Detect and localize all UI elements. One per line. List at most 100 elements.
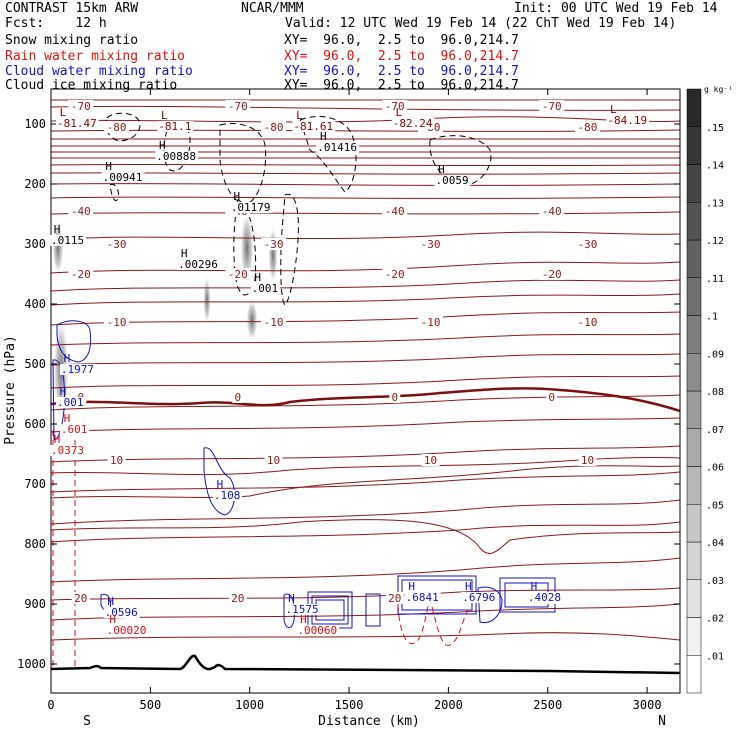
colorbar-swatch <box>686 126 702 165</box>
isotherm-line <box>51 163 680 167</box>
extremum-marker: H <box>465 580 472 593</box>
extremum-value-bg <box>157 121 194 132</box>
x-tick-label: 0 <box>47 698 54 712</box>
isotherm-line <box>51 457 680 476</box>
isotherm-label-bg <box>574 238 600 250</box>
cloud-water-contour <box>477 586 503 624</box>
isotherm-label: -70 <box>228 100 248 113</box>
extremum-value: .0373 <box>51 444 84 457</box>
cloud-water-contour <box>52 359 65 441</box>
isotherm-label: 10 <box>110 454 123 467</box>
extremum-value-bg <box>50 445 86 456</box>
isotherm-label-bg <box>228 592 247 604</box>
colorbar-label: .12 <box>706 236 724 247</box>
extremum-value-bg <box>55 397 86 408</box>
extremum-value: -84.19 <box>607 114 647 127</box>
extremum-value-bg <box>296 625 340 636</box>
isotherm-line <box>51 445 680 463</box>
extremum-value-bg <box>59 424 90 435</box>
colorbar-swatch <box>686 202 702 241</box>
extremum-value-bg <box>606 115 650 126</box>
y-tick-label: 800 <box>24 537 46 551</box>
freezing-level-line <box>51 387 680 413</box>
isotherm-label-bg <box>418 316 444 328</box>
extremum-value: .0115 <box>51 234 84 247</box>
extremum-marker: L <box>395 106 402 119</box>
extremum-value: .01179 <box>231 201 271 214</box>
cloud-water-contour <box>203 447 236 516</box>
colorbar-label: .13 <box>706 198 724 209</box>
field-name-snow: Snow mixing ratio <box>5 33 139 48</box>
isotherm-label: 20 <box>74 592 87 605</box>
isotherm-line <box>51 279 680 292</box>
x-tick-label: 500 <box>140 698 162 712</box>
colorbar-swatch <box>686 579 702 618</box>
isotherm-line <box>51 353 680 366</box>
forecast-hour: Fcst: 12 h <box>5 16 107 31</box>
isotherm-line <box>51 333 680 346</box>
colorbar-label: .08 <box>706 387 724 398</box>
isotherm-line <box>51 521 680 543</box>
extremum-value: .1575 <box>285 603 318 616</box>
y-axis-label: Pressure (hPa) <box>3 335 18 445</box>
isotherm-line <box>51 471 680 493</box>
cloud-water-contours <box>52 320 556 629</box>
colorbar-label: .07 <box>706 425 724 436</box>
extremum-marker: H <box>181 247 188 260</box>
cloud-water-contour <box>499 577 556 613</box>
extremum-value-bg <box>229 202 273 213</box>
extremum-marker: H <box>217 478 224 491</box>
isotherm-label-bg <box>546 391 558 403</box>
colorbar-swatch <box>686 239 702 278</box>
extremum-marker: L <box>161 109 168 122</box>
extremum-value: .108 <box>214 489 241 502</box>
extremum-value-bg <box>177 259 220 270</box>
isotherm-label-bg <box>71 592 90 604</box>
isotherm-label: -80 <box>264 121 284 134</box>
isotherm-line <box>51 211 680 215</box>
isotherm-line <box>51 172 680 175</box>
extremum-marker: H <box>288 592 295 605</box>
isotherm-label-bg <box>382 268 408 280</box>
colorbar-swatch <box>686 277 702 316</box>
extremum-value: .601 <box>61 423 87 436</box>
colorbar-unit: g kg⁻¹ <box>704 85 733 94</box>
extremum-value: .00060 <box>297 624 337 637</box>
extremum-marker: H <box>320 130 327 143</box>
isotherm-label: -30 <box>421 238 441 251</box>
extremum-marker: H <box>107 595 114 608</box>
extremum-value: .6796 <box>462 591 495 604</box>
isotherm-label: -10 <box>578 316 598 329</box>
isotherm-label: -40 <box>385 205 405 218</box>
isotherm-line <box>51 261 680 274</box>
isotherm-label: -40 <box>542 205 562 218</box>
isotherm-label: -30 <box>264 238 284 251</box>
isotherm-line <box>51 417 680 433</box>
extremum-value-bg <box>404 592 441 603</box>
extremum-value-bg <box>55 118 99 129</box>
isotherm-line <box>51 231 680 241</box>
extremum-value-bg <box>316 142 360 153</box>
extremum-value: .001 <box>57 396 84 409</box>
isotherm-label-bg <box>539 205 565 217</box>
extremum-marker: H <box>234 190 241 203</box>
colorbar-label: .14 <box>706 161 724 172</box>
extremum-marker: H <box>531 580 538 593</box>
extremum-value-bg <box>155 151 199 162</box>
colorbar-swatch <box>686 541 702 580</box>
colorbar-swatch <box>686 88 702 127</box>
extremum-value: -81.1 <box>158 120 191 133</box>
extremum-value-bg <box>50 235 86 246</box>
isotherm-label: -30 <box>107 238 127 251</box>
extremum-value: .1977 <box>61 363 94 376</box>
colorbar-label: .11 <box>706 274 724 285</box>
y-tick-label: 1000 <box>17 657 46 671</box>
cloud-ice-contour <box>429 135 492 186</box>
isotherm-label: -80 <box>578 121 598 134</box>
extremum-marker: H <box>254 271 261 284</box>
extremum-value: -81.47 <box>57 117 97 130</box>
extremum-value-bg <box>212 490 243 501</box>
isotherm-label: -70 <box>385 100 405 113</box>
cloud-water-contour <box>504 582 549 608</box>
extremum-value-bg <box>391 118 435 129</box>
